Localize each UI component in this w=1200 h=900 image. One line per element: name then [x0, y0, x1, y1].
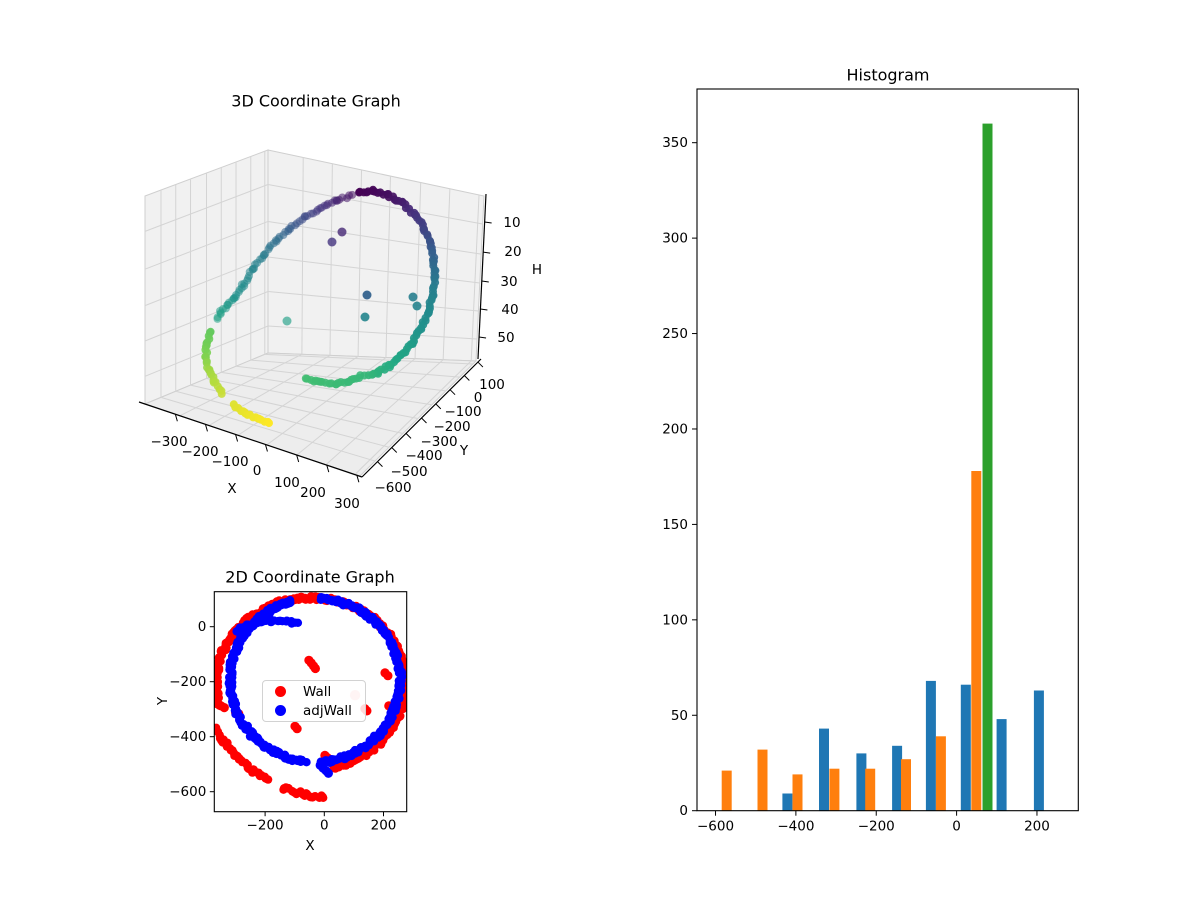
- histogram-series-orange: [721, 471, 982, 811]
- tick-label: −600: [697, 819, 734, 835]
- histogram-series-blue: [782, 680, 1044, 811]
- bar: [892, 745, 903, 811]
- tick-label: 200: [371, 818, 397, 834]
- tick-label: 0: [320, 818, 329, 834]
- tick-label: 100: [479, 377, 505, 393]
- tick-label: 40: [501, 302, 518, 318]
- bar: [960, 684, 971, 811]
- legend-item-adjwall: adjWall: [275, 703, 365, 719]
- tick-label: −200: [433, 419, 470, 435]
- plot2d-yaxis-label: Y: [155, 696, 171, 706]
- bar: [971, 471, 982, 811]
- bar: [996, 719, 1007, 811]
- bar: [982, 123, 993, 811]
- wall-marker-icon: [275, 686, 286, 697]
- tick-label: 0: [679, 803, 688, 819]
- bar: [901, 759, 911, 811]
- tick-label: 0: [253, 463, 262, 479]
- adjwall-marker-icon: [275, 705, 286, 716]
- legend-label-wall: Wall: [303, 683, 332, 700]
- histogram-title: Histogram: [846, 65, 930, 85]
- tick-label: −300: [420, 434, 457, 450]
- bar: [819, 728, 829, 811]
- tick-label: −400: [169, 729, 206, 745]
- tick-label: 0: [198, 619, 207, 635]
- tick-label: 300: [662, 231, 688, 247]
- tick-label: −600: [169, 784, 206, 800]
- plot3d-yaxis-label: Y: [459, 443, 469, 459]
- tick-label: −400: [405, 448, 442, 464]
- tick-label: −200: [181, 444, 218, 460]
- 2d-plot: −200 0 200 0 −200 −400 −600: [169, 591, 408, 834]
- tick-label: −200: [247, 818, 284, 834]
- tick-label: −100: [211, 454, 248, 470]
- tick-label: 0: [952, 819, 961, 835]
- histogram-plot: −600 −400 −200 0 200 0 50 100 150 200 250 300 350: [662, 88, 1079, 835]
- bar: [1033, 690, 1044, 811]
- tick-label: 0: [474, 390, 483, 406]
- 3d-axes-spines: −300−200−10001002003001000−100−200−300−4…: [138, 193, 522, 512]
- bar: [935, 736, 946, 811]
- bar: [829, 768, 840, 811]
- tick-label: 200: [662, 421, 688, 437]
- tick-label: −200: [858, 819, 895, 835]
- tick-label: 250: [662, 326, 688, 342]
- tick-label: 150: [662, 517, 688, 533]
- tick-label: 10: [503, 215, 520, 231]
- plot2d-title: 2D Coordinate Graph: [225, 567, 395, 587]
- histogram-series-green: [982, 123, 993, 811]
- plot3d-xaxis-label: X: [227, 481, 237, 497]
- legend-item-wall: Wall: [275, 684, 365, 700]
- tick-label: −300: [150, 434, 187, 450]
- tick-label: 50: [671, 708, 688, 724]
- tick-label: 100: [662, 612, 688, 628]
- bar: [925, 680, 936, 811]
- tick-label: 100: [274, 475, 300, 491]
- adjwall-points: [224, 593, 407, 778]
- bar: [792, 774, 803, 811]
- tick-label: −400: [777, 819, 814, 835]
- tick-label: 30: [500, 274, 517, 290]
- legend-box[interactable]: Wall adjWall: [262, 680, 366, 722]
- plot3d-title: 3D Coordinate Graph: [231, 91, 401, 111]
- tick-label: −500: [390, 464, 427, 480]
- bar: [757, 749, 768, 811]
- bar: [856, 753, 867, 811]
- bar: [782, 793, 793, 811]
- tick-label: 200: [1024, 819, 1050, 835]
- tick-label: 350: [662, 135, 688, 151]
- plot3d-zaxis-label: H: [531, 262, 543, 278]
- tick-label: −600: [374, 480, 411, 496]
- bar: [865, 768, 876, 811]
- tick-label: 200: [300, 485, 326, 501]
- bar: [721, 770, 732, 811]
- tick-label: 300: [334, 496, 360, 512]
- tick-label: −100: [444, 404, 481, 420]
- tick-label: −200: [169, 674, 206, 690]
- tick-label: 20: [504, 244, 521, 260]
- tick-label: 50: [497, 330, 514, 346]
- 3d-wall-ring-points: [201, 185, 440, 428]
- legend-label-adjwall: adjWall: [303, 702, 352, 719]
- plot2d-xaxis-label: X: [305, 838, 315, 854]
